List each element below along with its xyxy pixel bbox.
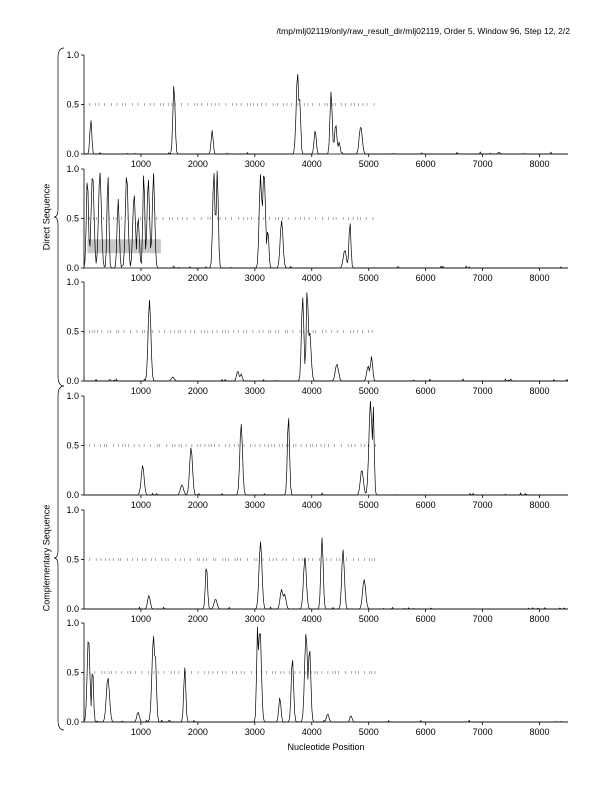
- x-tick-label: 4000: [302, 500, 322, 510]
- x-tick-label: 3000: [245, 614, 265, 624]
- x-tick-label: 3000: [245, 500, 265, 510]
- x-tick-label: 6000: [416, 727, 436, 737]
- complementary-sequence-brace: [53, 385, 65, 731]
- y-tick-label: 0.5: [66, 100, 79, 110]
- panel-6: 0.0 0.5 1.0 1000 2000 3000 4000 5000 6000 7000 800…: [66, 618, 568, 737]
- x-tick-label: 8000: [530, 614, 550, 624]
- hash-line: [89, 217, 374, 220]
- complementary-sequence-label: Complementary Sequence: [40, 504, 51, 612]
- x-tick-label: 7000: [473, 273, 493, 283]
- x-tick-label: 5000: [359, 273, 379, 283]
- x-tick-label: 7000: [473, 500, 493, 510]
- x-tick-label: 4000: [302, 159, 322, 169]
- x-tick-label: 6000: [416, 273, 436, 283]
- y-tick-label: 1.0: [66, 391, 79, 401]
- y-tick-label: 0.5: [66, 668, 79, 678]
- x-tick-label: 3000: [245, 273, 265, 283]
- x-tick-label: 7000: [473, 386, 493, 396]
- y-tick-label: 0.0: [66, 604, 79, 614]
- x-tick-label: 2000: [188, 159, 208, 169]
- panel-5: 0.0 0.5 1.0 1000 2000 3000 4000 5000 6000 7000 800…: [66, 505, 568, 624]
- x-tick-label: 8000: [530, 273, 550, 283]
- y-tick-label: 1.0: [66, 164, 79, 174]
- x-tick-label: 3000: [245, 386, 265, 396]
- panel-3: 0.0 0.5 1.0 1000 2000 3000 4000 5000 6000 7000 800…: [66, 277, 569, 396]
- x-tick-label: 2000: [188, 727, 208, 737]
- signal-trace: [84, 73, 568, 155]
- direct-sequence-brace: [53, 47, 65, 387]
- x-tick-label: 2000: [188, 386, 208, 396]
- panel-1: 0.0 0.5 1.0 1000 2000 3000 4000 5000 6000 7000 800…: [66, 50, 568, 169]
- x-tick-label: 4000: [302, 727, 322, 737]
- x-tick-label: 7000: [473, 614, 493, 624]
- page-title: /tmp/mlj02119/only/raw_result_dir/mlj021…: [276, 26, 570, 36]
- x-tick-label: 1000: [131, 727, 151, 737]
- x-tick-label: 6000: [416, 159, 436, 169]
- signal-trace: [83, 170, 568, 269]
- y-tick-label: 1.0: [66, 277, 79, 287]
- x-tick-label: 6000: [416, 386, 436, 396]
- x-tick-label: 7000: [473, 727, 493, 737]
- hash-line: [89, 103, 375, 106]
- y-tick-label: 0.5: [66, 327, 79, 337]
- x-tick-label: 1000: [131, 273, 151, 283]
- y-tick-label: 1.0: [66, 505, 79, 515]
- x-tick-label: 2000: [188, 500, 208, 510]
- y-tick-label: 0.0: [66, 263, 79, 273]
- x-tick-label: 8000: [530, 386, 550, 396]
- hash-line: [89, 558, 375, 561]
- y-tick-label: 0.5: [66, 441, 79, 451]
- x-tick-label: 1000: [131, 614, 151, 624]
- y-tick-label: 1.0: [66, 618, 79, 628]
- x-tick-label: 5000: [359, 386, 379, 396]
- x-tick-label: 8000: [530, 500, 550, 510]
- x-tick-label: 8000: [530, 727, 550, 737]
- signal-trace: [84, 292, 569, 382]
- signal-trace: [83, 626, 568, 723]
- x-tick-label: 5000: [359, 159, 379, 169]
- x-axis-label: Nucleotide Position: [287, 742, 365, 752]
- x-tick-label: 4000: [302, 386, 322, 396]
- panel-4: 0.0 0.5 1.0 1000 2000 3000 4000 5000 6000 7000 800…: [66, 391, 568, 510]
- x-tick-label: 1000: [131, 159, 151, 169]
- direct-sequence-label: Direct Sequence: [40, 183, 51, 251]
- hash-line: [89, 330, 373, 333]
- y-tick-label: 0.5: [66, 555, 79, 565]
- x-tick-label: 1000: [131, 500, 151, 510]
- y-tick-label: 0.0: [66, 717, 79, 727]
- x-tick-label: 2000: [188, 273, 208, 283]
- hash-line: [89, 444, 376, 447]
- signal-trace: [84, 537, 568, 610]
- x-tick-label: 4000: [302, 273, 322, 283]
- x-tick-label: 5000: [359, 727, 379, 737]
- x-tick-label: 7000: [473, 159, 493, 169]
- x-tick-label: 4000: [302, 614, 322, 624]
- x-tick-label: 2000: [188, 614, 208, 624]
- y-tick-label: 0.5: [66, 214, 79, 224]
- x-tick-label: 6000: [416, 614, 436, 624]
- y-tick-label: 1.0: [66, 50, 79, 60]
- y-tick-label: 0.0: [66, 490, 79, 500]
- x-tick-label: 8000: [530, 159, 550, 169]
- x-tick-label: 3000: [245, 727, 265, 737]
- x-tick-label: 5000: [359, 614, 379, 624]
- hash-line: [89, 671, 376, 674]
- x-tick-label: 5000: [359, 500, 379, 510]
- x-tick-label: 6000: [416, 500, 436, 510]
- panel-2: 0.0 0.5 1.0 1000 2000 3000 4000 5000 6000 7000 800…: [66, 164, 568, 283]
- x-tick-label: 1000: [131, 386, 151, 396]
- y-tick-label: 0.0: [66, 376, 79, 386]
- signal-trace: [84, 400, 568, 496]
- x-tick-label: 3000: [245, 159, 265, 169]
- y-tick-label: 0.0: [66, 149, 79, 159]
